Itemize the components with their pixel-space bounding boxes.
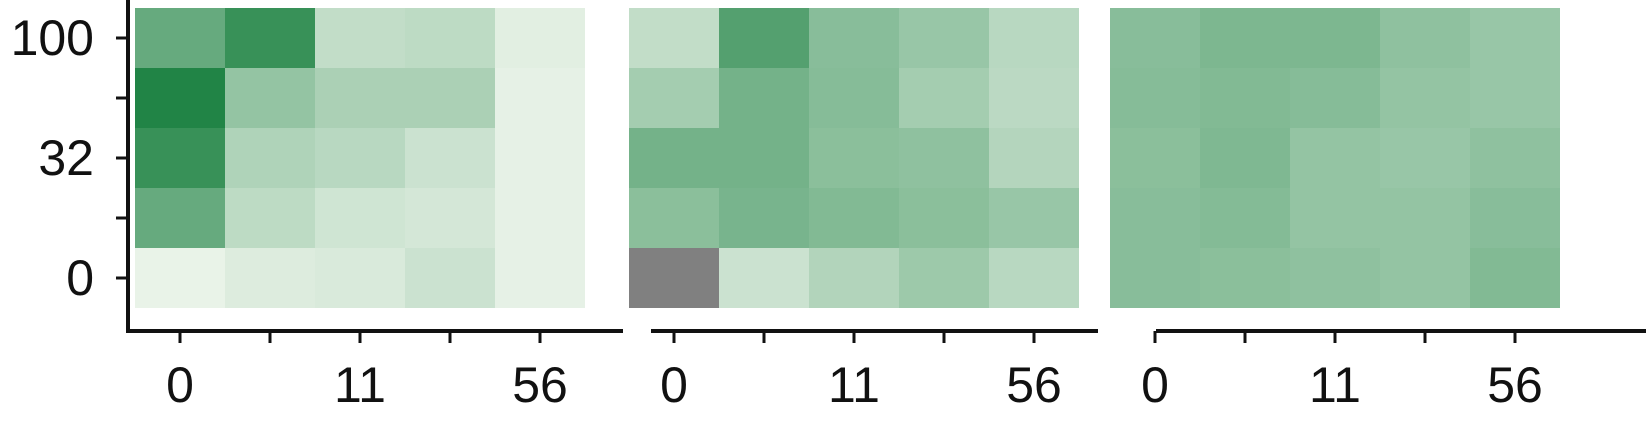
- heatmap-cell: [225, 68, 315, 128]
- heatmap-cell: [1470, 248, 1560, 308]
- heatmap-cell: [1200, 8, 1290, 68]
- heatmap-cell: [495, 128, 585, 188]
- heatmap-cell: [629, 248, 719, 308]
- heatmap-cell: [809, 128, 899, 188]
- x-tick-label: 11: [828, 357, 880, 413]
- heatmap-cell: [225, 8, 315, 68]
- heatmap-cell: [315, 188, 405, 248]
- heatmap-cell: [495, 248, 585, 308]
- heatmap-cell: [1380, 68, 1470, 128]
- heatmap-cell: [1470, 8, 1560, 68]
- x-tick-label: 0: [166, 357, 194, 413]
- heatmap-cell: [405, 188, 495, 248]
- heatmap-panel-3: 0 11 56: [1110, 8, 1646, 413]
- heatmap-cell: [225, 128, 315, 188]
- x-tick-label: 11: [1309, 357, 1361, 413]
- y-tick-label: 100: [11, 10, 94, 66]
- heatmap-cell: [1470, 188, 1560, 248]
- heatmap-cell: [1380, 188, 1470, 248]
- heatmap-cell: [1380, 8, 1470, 68]
- x-tick-label: 11: [334, 357, 386, 413]
- heatmap-cell: [899, 128, 989, 188]
- y-tick-label: 0: [66, 250, 94, 306]
- heatmap-panel-1: 0 11 56 0 32 100: [11, 0, 623, 413]
- heatmap-cell: [405, 8, 495, 68]
- heatmap-cell: [135, 188, 225, 248]
- heatmap-cell: [1290, 248, 1380, 308]
- heatmap-cell: [135, 68, 225, 128]
- heatmap-cell: [405, 248, 495, 308]
- heatmap-cell: [1200, 188, 1290, 248]
- heatmap-cell: [315, 68, 405, 128]
- heatmap-cell: [1110, 128, 1200, 188]
- heatmap-cell: [1200, 248, 1290, 308]
- heatmap-cell: [629, 8, 719, 68]
- x-tick-label: 0: [660, 357, 688, 413]
- heatmap-cell: [1290, 8, 1380, 68]
- heatmap-cell: [899, 8, 989, 68]
- heatmap-cell: [1470, 128, 1560, 188]
- heatmap-cell: [495, 68, 585, 128]
- heatmap-cell: [719, 248, 809, 308]
- heatmap-cell: [225, 188, 315, 248]
- heatmap-cell: [225, 248, 315, 308]
- heatmap-cell: [899, 68, 989, 128]
- heatmap-cell: [809, 8, 899, 68]
- heatmap-cell: [629, 188, 719, 248]
- heatmap-cell: [1380, 248, 1470, 308]
- heatmap-cell: [1290, 188, 1380, 248]
- heatmap-cell: [135, 8, 225, 68]
- heatmap-cell: [1380, 128, 1470, 188]
- heatmap-cell: [1470, 68, 1560, 128]
- heatmap-cell: [809, 188, 899, 248]
- x-tick-label: 56: [1006, 357, 1062, 413]
- heatmap-cell: [719, 68, 809, 128]
- heatmap-cell: [989, 248, 1079, 308]
- heatmap-cell: [135, 128, 225, 188]
- y-tick-label: 32: [38, 130, 94, 186]
- heatmap-cell: [1290, 128, 1380, 188]
- heatmap-cell: [1110, 68, 1200, 128]
- heatmap-cell: [989, 128, 1079, 188]
- x-tick-label: 0: [1141, 357, 1169, 413]
- heatmap-cell: [989, 8, 1079, 68]
- heatmap-cell: [719, 8, 809, 68]
- heatmap-panel-2: 0 11 56: [629, 8, 1098, 413]
- heatmap-cell: [135, 248, 225, 308]
- heatmap-cell: [809, 68, 899, 128]
- heatmap-panels: 0 11 56 0 32 100 0 11 56 0 11 56: [11, 0, 1646, 413]
- x-tick-label: 56: [512, 357, 568, 413]
- heatmap-cell: [1110, 8, 1200, 68]
- heatmap-cell: [1200, 128, 1290, 188]
- heatmap-cell: [719, 128, 809, 188]
- heatmap-cell: [1200, 68, 1290, 128]
- heatmap-cell: [989, 188, 1079, 248]
- heatmap-cell: [1110, 248, 1200, 308]
- heatmap-cell: [495, 8, 585, 68]
- heatmap-cell: [899, 248, 989, 308]
- heatmap-cell: [989, 68, 1079, 128]
- heatmap-cell: [629, 68, 719, 128]
- heatmap-cell: [629, 128, 719, 188]
- heatmap-cell: [495, 188, 585, 248]
- heatmap-cell: [405, 68, 495, 128]
- heatmap-cell: [315, 248, 405, 308]
- heatmap-cell: [1290, 68, 1380, 128]
- heatmap-cell: [315, 8, 405, 68]
- heatmap-cell: [315, 128, 405, 188]
- heatmap-cell: [899, 188, 989, 248]
- heatmap-cell: [719, 188, 809, 248]
- x-tick-label: 56: [1487, 357, 1543, 413]
- heatmap-cell: [405, 128, 495, 188]
- heatmap-cell: [1110, 188, 1200, 248]
- heatmap-cell: [809, 248, 899, 308]
